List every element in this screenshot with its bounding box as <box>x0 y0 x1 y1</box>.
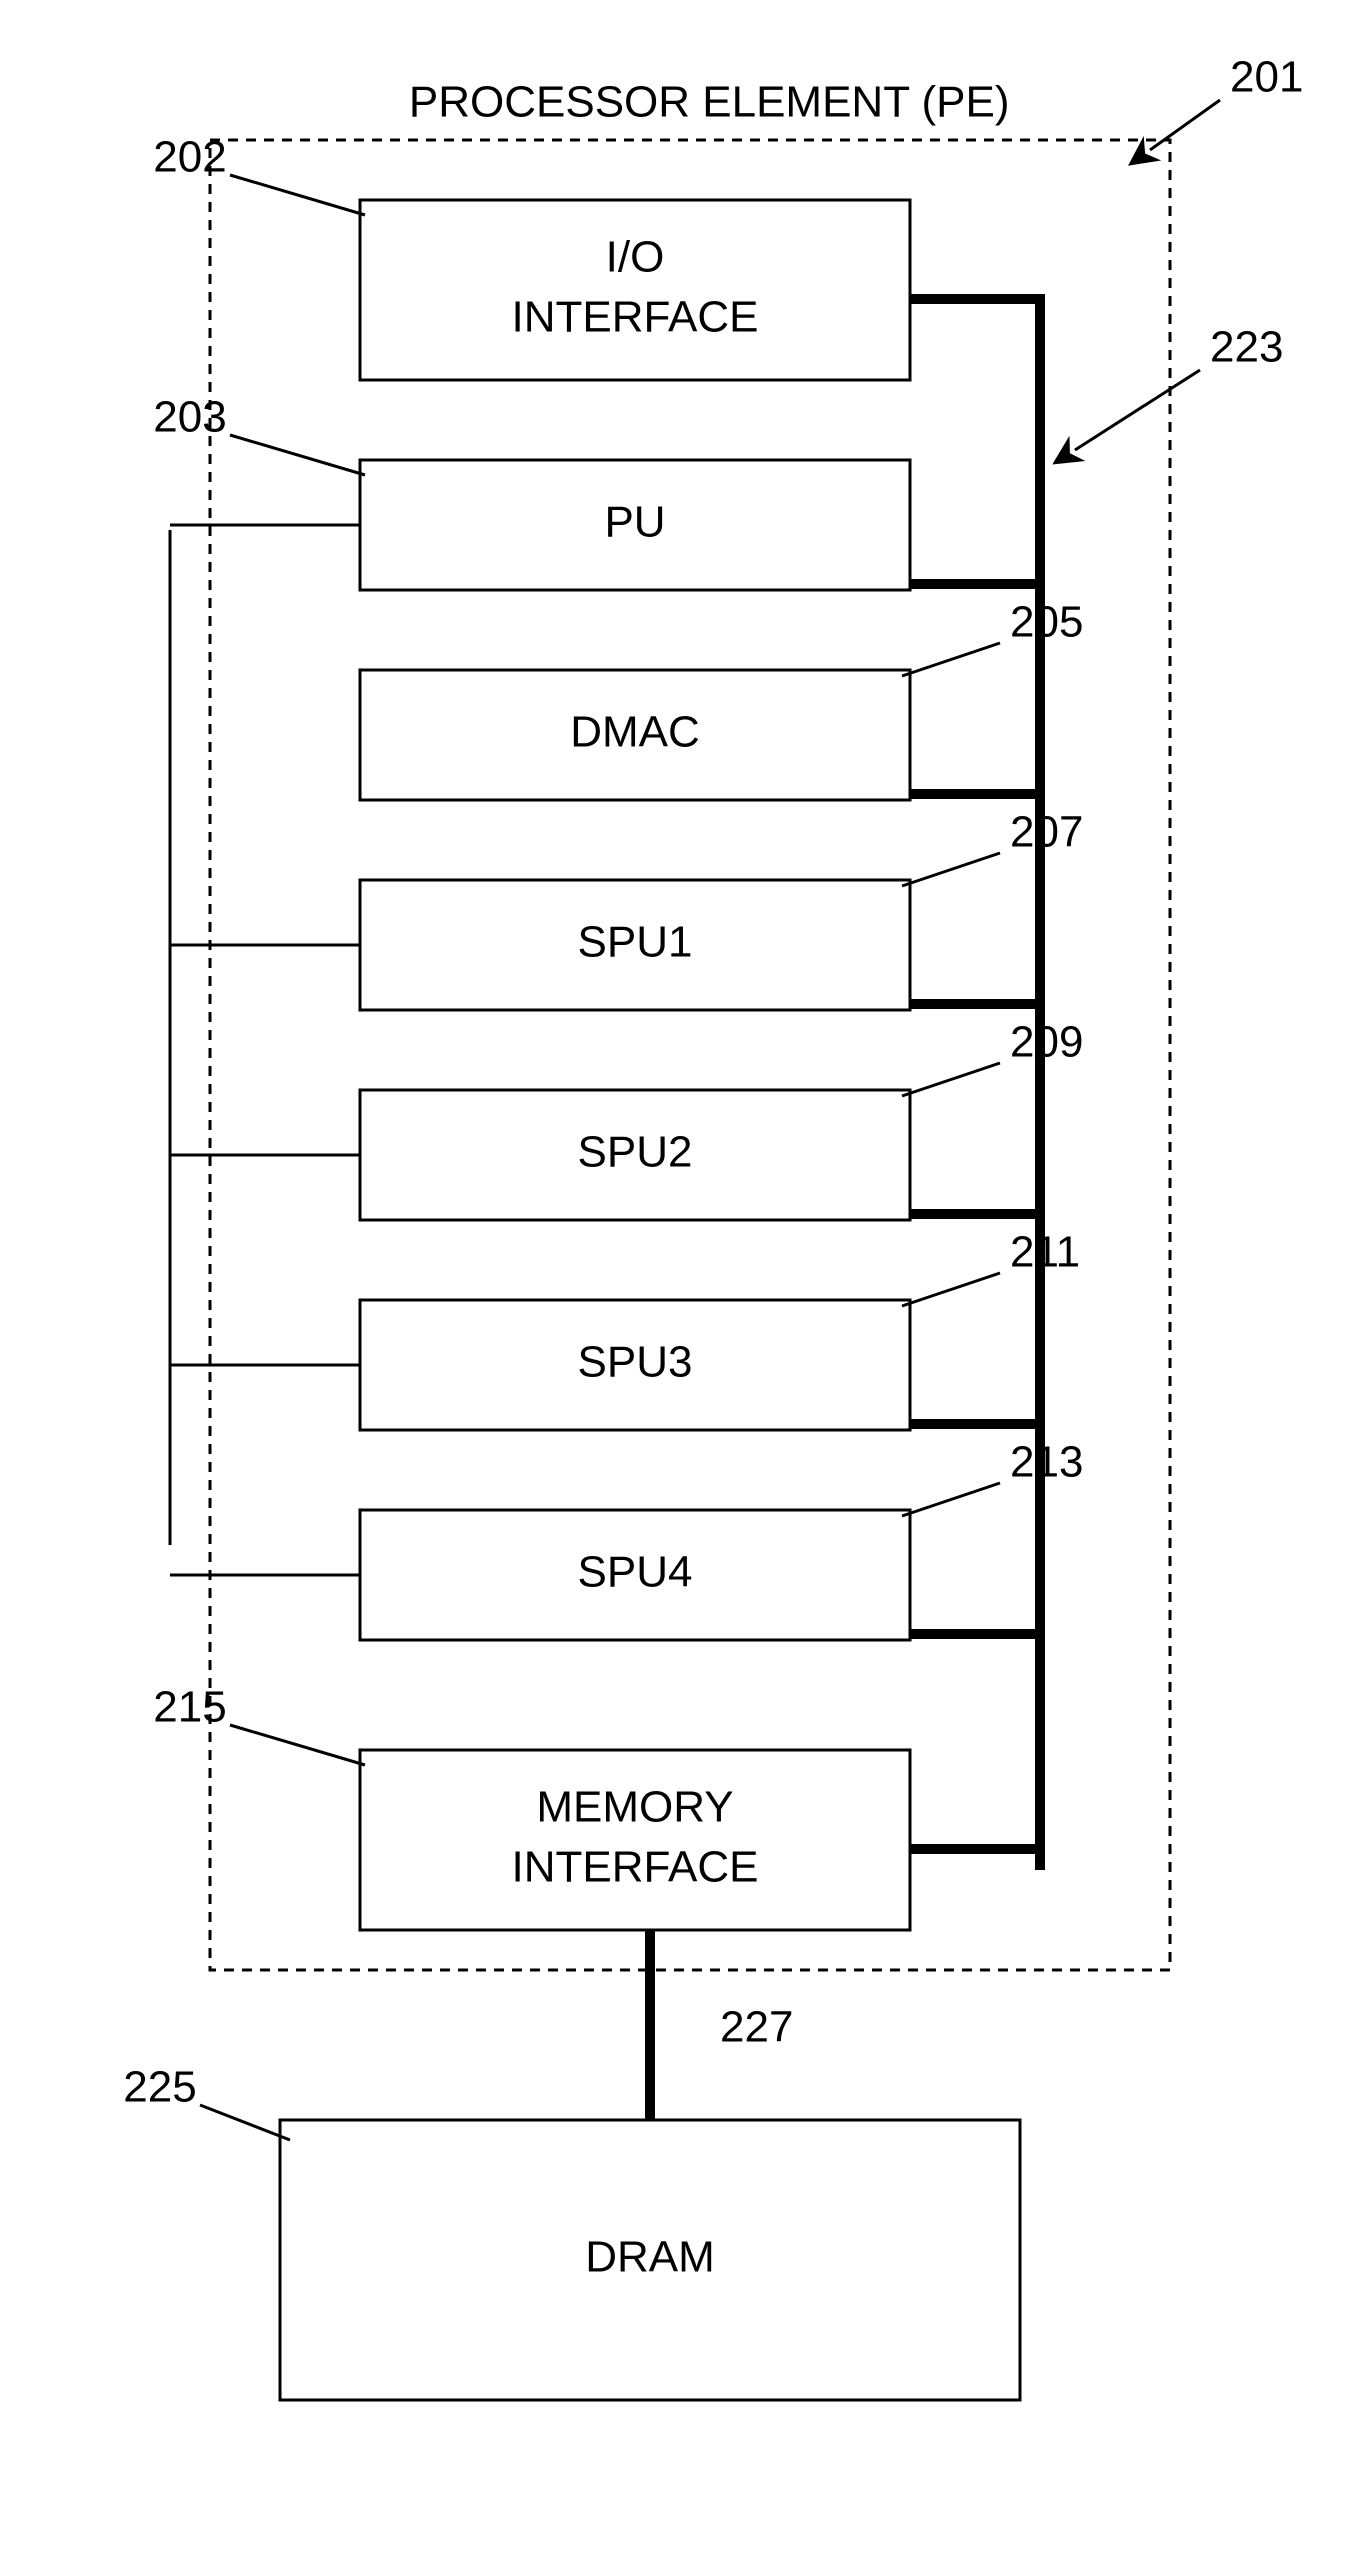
processor-element-diagram: I/OINTERFACE202PU203DMAC205SPU1207SPU220… <box>0 0 1363 2549</box>
pe-title: PROCESSOR ELEMENT (PE) <box>409 78 1010 127</box>
dram-ref-leader <box>200 2105 290 2140</box>
io-label: INTERFACE <box>512 293 759 342</box>
dmac-ref: 205 <box>1010 598 1083 647</box>
spu2-ref-leader <box>902 1063 1000 1096</box>
spu4-ref-leader <box>902 1483 1000 1516</box>
dram-ref: 225 <box>123 2063 196 2112</box>
mem-label: MEMORY <box>536 1783 733 1832</box>
ref-201: 201 <box>1230 53 1303 102</box>
dram-label: DRAM <box>585 2233 715 2282</box>
spu1-label: SPU1 <box>578 918 693 967</box>
spu4-label: SPU4 <box>578 1548 693 1597</box>
spu1-ref: 207 <box>1010 808 1083 857</box>
spu4-ref: 213 <box>1010 1438 1083 1487</box>
spu3-ref: 211 <box>1010 1228 1080 1277</box>
ref-227: 227 <box>720 2003 793 2052</box>
ref-201-arrow <box>1150 100 1220 150</box>
spu3-ref-leader <box>902 1273 1000 1306</box>
pu-label: PU <box>604 498 665 547</box>
io-label: I/O <box>606 233 665 282</box>
io-block <box>360 200 910 380</box>
spu2-label: SPU2 <box>578 1128 693 1177</box>
mem-block <box>360 1750 910 1930</box>
ref-223: 223 <box>1210 323 1283 372</box>
spu2-ref: 209 <box>1010 1018 1083 1067</box>
mem-label: INTERFACE <box>512 1843 759 1892</box>
spu3-label: SPU3 <box>578 1338 693 1387</box>
ref-223-arrow <box>1075 370 1200 450</box>
dmac-ref-leader <box>902 643 1000 676</box>
io-ref-leader <box>230 175 365 215</box>
mem-ref: 215 <box>153 1683 226 1732</box>
spu1-ref-leader <box>902 853 1000 886</box>
pu-ref-leader <box>230 435 365 475</box>
pu-ref: 203 <box>153 393 226 442</box>
mem-ref-leader <box>230 1725 365 1765</box>
dmac-label: DMAC <box>570 708 700 757</box>
